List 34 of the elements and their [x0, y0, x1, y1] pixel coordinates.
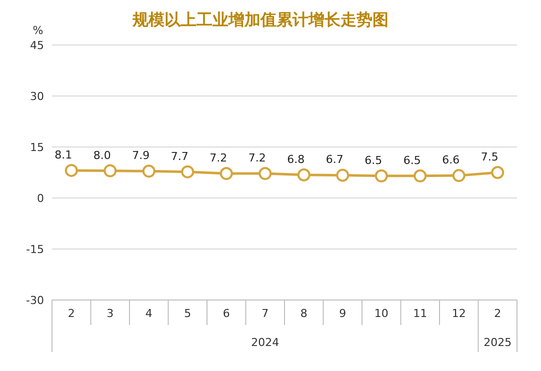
- data-label: 6.6: [442, 154, 460, 167]
- data-label: 7.2: [248, 152, 266, 165]
- x-tick-label: 8: [300, 307, 308, 320]
- y-tick-label: 0: [37, 192, 44, 205]
- text: 2025: [484, 336, 512, 349]
- chart-title: 规模以上工业增加值累计增长走势图: [132, 10, 388, 29]
- x-tick-label: 10: [374, 307, 388, 320]
- data-label: 6.5: [364, 154, 382, 167]
- x-tick-label: 4: [145, 307, 152, 320]
- x-tick-label: 7: [262, 307, 269, 320]
- data-label: 7.5: [480, 150, 498, 164]
- data-label: 8.1: [54, 148, 72, 162]
- data-label: 7.9: [132, 149, 150, 162]
- y-axis-title: %: [32, 24, 44, 37]
- y-tick-label: 15: [30, 141, 44, 154]
- x-tick-label: 11: [413, 307, 428, 320]
- data-label: 7.2: [210, 152, 228, 165]
- data-label: 6.5: [403, 154, 421, 167]
- x-tick-label: 3: [106, 307, 114, 320]
- x-tick-label: 5: [184, 307, 192, 320]
- y-tick-label: -30: [26, 294, 44, 307]
- x-tick-label: 6: [222, 307, 230, 320]
- y-tick-label: -15: [26, 243, 44, 256]
- data-label: 7.7: [170, 150, 188, 163]
- y-tick-label: 45: [30, 39, 44, 52]
- y-tick-label: 30: [30, 90, 44, 103]
- x-tick-label: 2: [68, 307, 75, 320]
- text: 2024: [251, 336, 280, 349]
- x-tick-label: 9: [339, 307, 346, 320]
- x-tick-label: 12: [452, 307, 466, 320]
- data-label: 6.8: [287, 152, 305, 166]
- data-label: 6.7: [326, 153, 344, 166]
- data-label: 8.0: [93, 148, 111, 162]
- x-tick-label: 2: [494, 307, 502, 320]
